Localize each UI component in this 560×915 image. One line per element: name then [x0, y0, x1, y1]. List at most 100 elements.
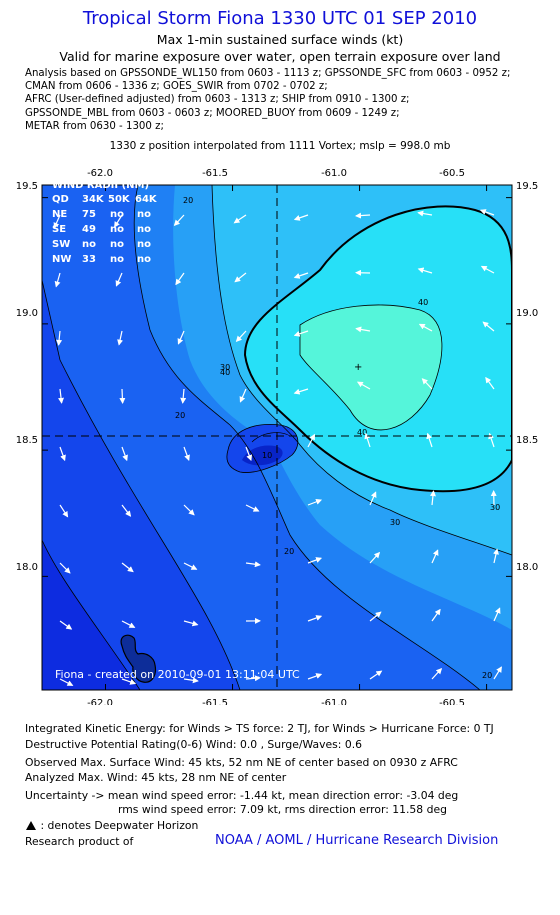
wind-arrow	[175, 272, 185, 286]
wind-arrow	[56, 330, 63, 346]
wind-arrow	[121, 562, 134, 573]
lat-tick-label-left: 19.0	[16, 308, 38, 319]
wind-arrow	[418, 323, 433, 332]
wind-radii-header: QD	[52, 194, 69, 205]
wind-arrow	[54, 272, 61, 288]
wind-arrow	[307, 673, 323, 680]
contour-core	[242, 445, 283, 466]
wind-radii-header: 64K	[135, 194, 158, 205]
wind-arrow	[119, 388, 126, 404]
wind-arrow	[245, 675, 261, 682]
contour-label: 20	[175, 411, 185, 420]
wind-arrow	[293, 330, 309, 337]
wind-arrow	[355, 326, 371, 333]
wind-radii-cell: no	[82, 239, 96, 250]
wind-arrow	[364, 432, 371, 448]
wind-arrow	[59, 446, 66, 462]
lon-tick-label-bottom: -62.0	[87, 698, 113, 705]
wind-arrow	[115, 272, 123, 287]
contour-line-20	[133, 185, 481, 690]
wind-arrow	[183, 446, 190, 462]
wind-arrow	[431, 608, 441, 622]
wind-radii-cell: no	[110, 239, 124, 250]
wind-arrow	[369, 611, 382, 622]
wind-radii-table: WIND RADII (NM) QD 34K 50K 64K NE 75 no …	[52, 180, 158, 265]
wind-arrow	[59, 504, 69, 518]
wind-radii-cell: no	[137, 239, 151, 250]
max-wind-marker: +	[354, 362, 362, 373]
contour-label: 20	[482, 671, 492, 680]
wind-radii-cell: no	[137, 254, 151, 265]
wind-arrow	[234, 272, 247, 283]
analysis-line: AFRC (User-defined adjusted) from 0603 -…	[25, 94, 410, 106]
contour-line-40	[299, 304, 443, 431]
analysis-sources: Analysis based on GPSSONDE_WL150 from 06…	[25, 67, 555, 133]
deepwater-legend: : denotes Deepwater Horizon	[25, 819, 198, 832]
contour-band-40	[300, 305, 442, 430]
wind-arrow	[485, 376, 495, 390]
wind-arrow	[173, 214, 185, 227]
wind-arrow	[417, 267, 433, 274]
wind-arrow	[293, 272, 309, 279]
lon-tick-label-bottom: -61.0	[321, 698, 347, 705]
wind-arrow	[183, 677, 199, 684]
wind-arrow	[59, 562, 71, 574]
lat-tick-label-left: 18.0	[16, 562, 38, 573]
axis-ticks	[42, 185, 512, 690]
wind-arrow	[293, 214, 309, 221]
wind-arrow	[245, 446, 253, 462]
oil-rig-icon	[26, 821, 36, 830]
wind-arrow	[183, 504, 195, 516]
lat-tick-label-right: 19.0	[516, 308, 538, 319]
contour-line-inner	[251, 432, 291, 443]
wind-radii-cell: no	[137, 209, 151, 220]
lon-tick-label-bottom: -61.5	[202, 698, 228, 705]
wind-arrow	[355, 212, 371, 219]
wind-arrow	[493, 666, 502, 680]
wind-radii-cell: no	[110, 224, 124, 235]
wind-arrow	[245, 561, 261, 568]
noaa-credit-link[interactable]: NOAA / AOML / Hurricane Research Divisio…	[215, 833, 499, 848]
wind-arrow	[114, 214, 123, 228]
wind-arrow	[59, 678, 74, 686]
lon-tick-label-top: -61.5	[202, 168, 228, 179]
analysis-line: Analysis based on GPSSONDE_WL150 from 06…	[25, 68, 511, 79]
lon-tick-label-bottom: -60.5	[439, 698, 465, 705]
deepwater-label: : denotes Deepwater Horizon	[40, 819, 199, 832]
wind-arrow	[493, 548, 499, 564]
lat-tick-label-left: 18.5	[16, 435, 38, 446]
contour-label: 30	[220, 363, 230, 372]
contour-label: 20	[183, 196, 193, 205]
lon-tick-label-top: -61.0	[321, 168, 347, 179]
wind-radii-quadrant: SW	[52, 239, 70, 250]
wind-radii-header: 50K	[108, 194, 131, 205]
map-title: Tropical Storm Fiona 1330 UTC 01 SEP 201…	[82, 8, 478, 29]
wind-arrow	[369, 551, 381, 564]
map-subtitle-exposure: Valid for marine exposure over water, op…	[59, 49, 501, 64]
contour-label: 40	[220, 368, 230, 377]
lat-tick-label-right: 18.0	[516, 562, 538, 573]
wind-field-map: 20 40 40 40 30 30 20 20 20 30 10 + -62.0…	[16, 168, 539, 705]
analysis-line: METAR from 0630 - 1300 z;	[25, 120, 164, 132]
contour-label: 40	[357, 428, 367, 437]
island-outline	[120, 634, 157, 683]
contour-label: 10	[262, 451, 272, 460]
wind-arrow	[183, 620, 199, 627]
wind-radii-title: WIND RADII (NM)	[52, 180, 149, 191]
wind-radii-cell: no	[110, 209, 124, 220]
contour-label: 40	[418, 298, 428, 307]
map-credit: Fiona - created on 2010-09-01 13:11:04 U…	[55, 668, 300, 681]
contour-line-15	[42, 279, 241, 690]
wind-arrow	[307, 498, 323, 506]
dpr-line: Destructive Potential Rating(0-6) Wind: …	[25, 738, 363, 751]
ike-line: Integrated Kinetic Energy: for Winds > T…	[25, 722, 494, 735]
wind-arrow	[426, 432, 433, 448]
lat-tick-label-left: 19.5	[16, 181, 38, 192]
wind-radii-quadrant: SE	[52, 224, 66, 235]
uncertainty-rms-line: rms wind speed error: 7.09 kt, rms direc…	[118, 803, 447, 816]
wind-arrow	[431, 549, 439, 564]
wind-radii-header: 34K	[82, 194, 105, 205]
wind-vectors	[53, 209, 502, 686]
wind-arrow	[235, 330, 247, 343]
observed-max-line: Observed Max. Surface Wind: 45 kts, 52 n…	[25, 756, 458, 769]
